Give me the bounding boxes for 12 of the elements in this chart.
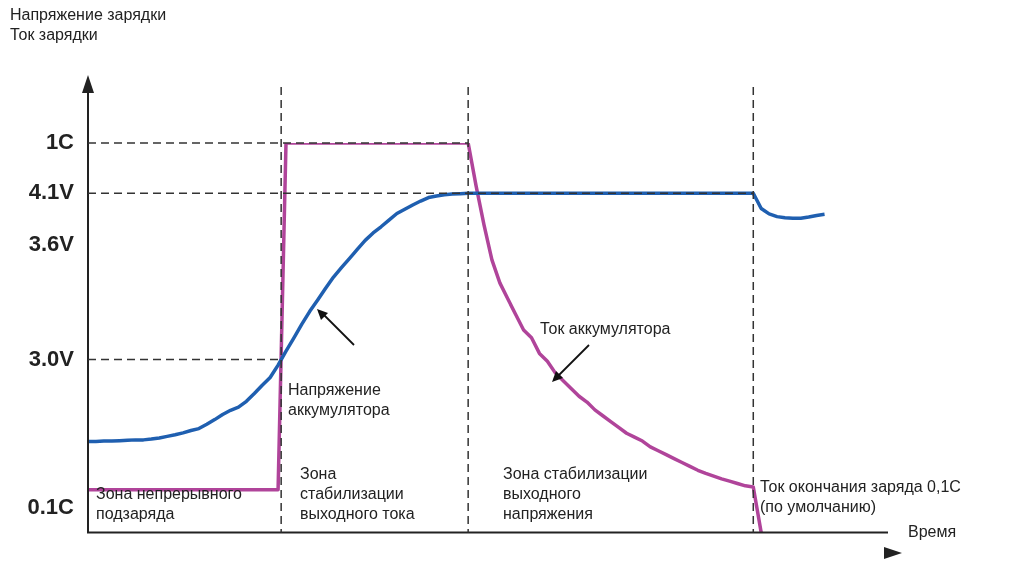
annotation: Ток аккумулятора <box>540 320 671 338</box>
text: 3.6V <box>28 231 75 257</box>
ref-line-label: 4.1V <box>28 179 75 205</box>
ref-line-label: 1C <box>45 129 75 155</box>
annotation: Напряжение аккумулятора <box>288 381 390 419</box>
ref-line-label: 3.0V <box>28 345 75 371</box>
text: Напряжение зарядки Ток зарядки <box>10 6 167 44</box>
x-axis-title: Время <box>908 523 957 541</box>
text: 0.1C <box>27 494 75 520</box>
annotation: Зона стабилизации выходного тока <box>300 465 415 523</box>
annotation: Ток окончания заряда 0,1С (по умолчанию) <box>760 478 961 516</box>
annotation: Зона стабилизации выходного напряжения <box>503 465 648 523</box>
